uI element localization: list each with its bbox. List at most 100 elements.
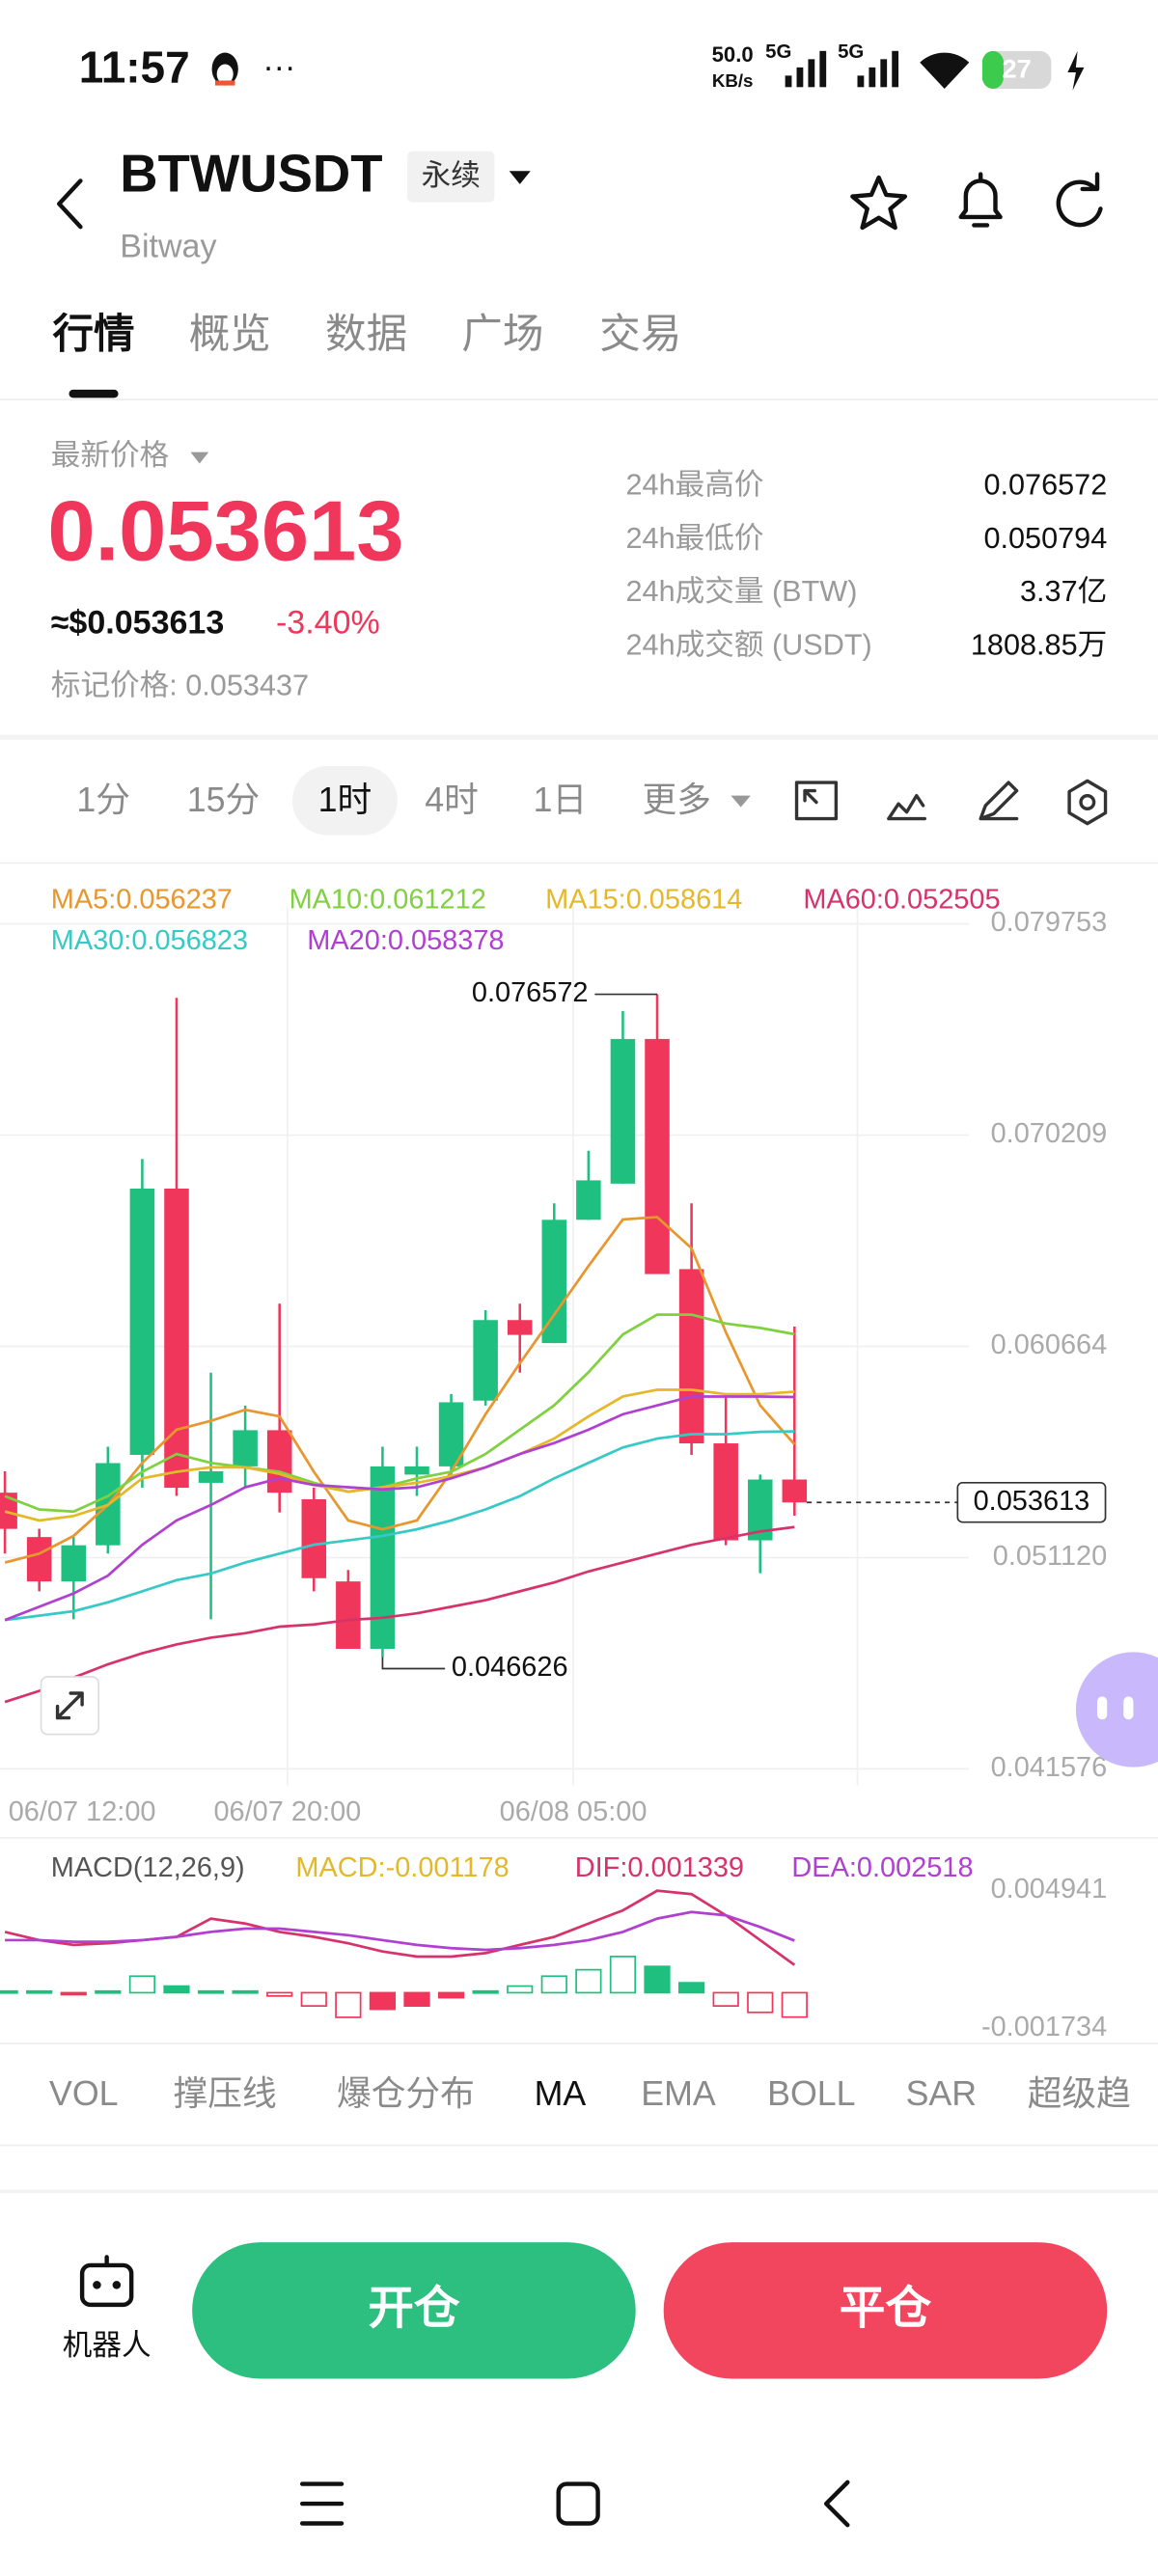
x-tick-label: 06/07 12:00 [9,1796,156,1827]
indicator-tab[interactable]: VOL [49,2074,119,2113]
candle-body [541,1219,567,1344]
dropdown-arrow[interactable] [190,452,209,464]
dropdown-arrow[interactable] [731,795,751,808]
stat-value: 3.37亿 [1020,575,1107,608]
candle-body [129,1188,155,1455]
interval-bar: 1分 15分 1时 4时 1日 更多 [76,781,711,819]
candle-body [610,1038,636,1184]
interval-tab[interactable]: 1分 [76,781,130,819]
candle-body [404,1466,429,1475]
stats: 24h最高价 0.076572 24h最低价 0.050794 24h成交量 (BTW)… [626,468,1108,661]
close-button[interactable] [663,2242,1108,2379]
nav-back[interactable] [823,2480,850,2528]
candle-body [164,1188,189,1489]
indicator-tab[interactable]: MA [535,2074,587,2113]
interval-tab[interactable]: 4时 [425,781,479,819]
price-label[interactable]: 最新价格 [51,439,169,472]
y-tick-label: 0.060664 [991,1329,1108,1360]
candle-body [26,1537,52,1582]
indicator-tab[interactable]: EMA [641,2074,716,2113]
ma-legend: MA10:0.061212 [290,884,486,915]
tab[interactable]: 数据 [325,312,407,358]
indicator-tab[interactable]: BOLL [767,2074,855,2113]
interval-tab[interactable]: 15分 [187,781,260,819]
interval-tab[interactable]: 更多 [643,781,711,819]
candle-body [233,1430,258,1466]
interval-tab[interactable]: 1时 [318,781,372,819]
draw-button[interactable] [979,781,1019,821]
nav-menu[interactable] [299,2481,345,2526]
fullscreen-button[interactable] [794,781,839,821]
last-price-box [956,1481,1107,1523]
favorite-button[interactable] [850,175,908,231]
candle-body [198,1470,224,1483]
macd-bar [403,1991,430,2007]
macd-bar [437,1991,465,1999]
tab[interactable]: 广场 [461,312,543,358]
indicator-bar: VOL 撑压线 爆仓分布 MA EMA BOLL SAR 超级趋 [49,2074,1131,2113]
indicator-tab[interactable]: 爆仓分布 [337,2074,475,2113]
indicator-tab[interactable]: SAR [906,2074,977,2113]
stat-label: 24h成交量 (BTW) [626,575,858,608]
candle-body [266,1430,292,1494]
macd-line [5,1910,795,1952]
expand-button[interactable] [40,1676,99,1736]
macd-bar [747,1991,774,2014]
contract-badge[interactable] [407,151,495,203]
candle-body [370,1466,396,1650]
macd-bar [712,1991,739,2007]
candle-body [678,1269,704,1444]
settings-button[interactable] [1067,779,1108,826]
macd-bar [644,1965,671,1994]
net-speed: 50.0 [712,42,754,67]
charging-icon [1067,50,1085,91]
divider [0,2189,1158,2193]
macd-legend: MACD:-0.001178 [295,1852,509,1883]
robot-icon[interactable] [79,2255,134,2308]
ma-legend: MA5:0.056237 [51,884,233,915]
candle-body [713,1443,738,1541]
price-change: -3.40% [276,604,380,641]
interval-tab[interactable]: 1日 [534,781,588,819]
open-label[interactable]: 开仓 [368,2283,460,2334]
tab[interactable]: 行情 [52,312,134,358]
dropdown-arrow[interactable] [509,171,531,184]
candle-body [61,1545,87,1582]
indicator-tab[interactable]: 超级趋 [1028,2074,1131,2113]
nav-home[interactable] [556,2481,600,2526]
ma-legend: MA30:0.056823 [51,925,248,956]
stat-label: 24h最低价 [626,522,764,555]
tab[interactable]: 概览 [189,312,271,358]
close-label[interactable]: 平仓 [840,2283,932,2334]
share-button[interactable] [1056,172,1103,228]
macd-chart: 0.004941 -0.001734 MACD(12,26,9) MACD:-0.00… [0,1852,1107,2042]
macd-bar [609,1956,637,1994]
assistant-bubble[interactable] [1075,1652,1158,1768]
battery-text: 27 [1002,53,1031,83]
macd-bar [197,1989,225,1994]
stat-value: 0.076572 [983,468,1107,501]
indicator-button[interactable] [887,793,926,821]
macd-bar [575,1968,602,1994]
candle-body [301,1498,327,1578]
macd-bar [369,1991,397,2011]
ma-line [4,1388,795,1522]
tab[interactable]: 交易 [599,312,681,358]
y-tick-label: 0.051120 [993,1541,1107,1572]
indicator-tab[interactable]: 撑压线 [174,2074,277,2113]
alert-button[interactable] [958,172,1003,228]
macd-bar [335,1991,362,2018]
macd-bar [507,1985,534,1994]
macd-bar [300,1991,327,2007]
wifi-icon [920,52,970,90]
candle-body [507,1320,533,1335]
contract-type[interactable]: 永续 [422,159,481,192]
open-button[interactable] [192,2242,636,2379]
macd-bar [128,1975,156,1994]
back-button[interactable] [57,178,83,230]
macd-line [4,1889,796,1966]
signal-icon [857,50,899,88]
robot-label[interactable]: 机器人 [63,2329,152,2362]
